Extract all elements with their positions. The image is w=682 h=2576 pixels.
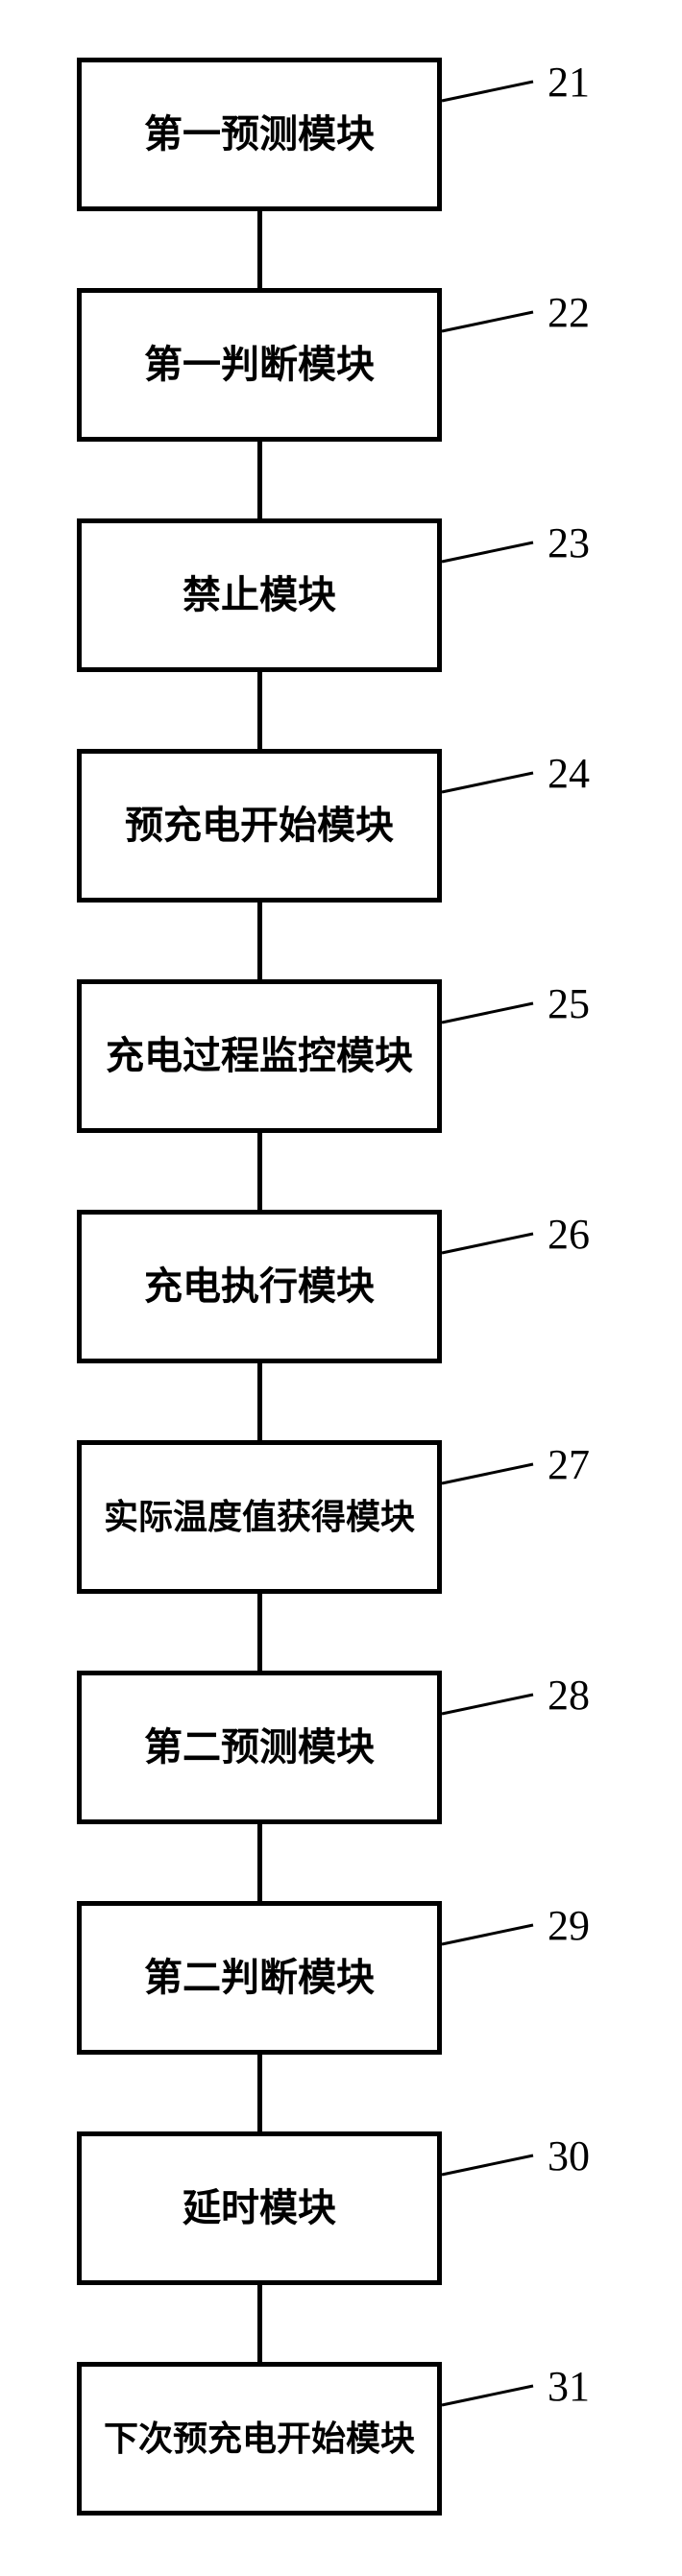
node-charging-execute-module: 充电执行模块 bbox=[77, 1210, 442, 1363]
connector bbox=[257, 672, 262, 749]
node-prohibit-module: 禁止模块 bbox=[77, 518, 442, 672]
node-text: 充电过程监控模块 bbox=[106, 1032, 413, 1080]
node-text: 下次预充电开始模块 bbox=[104, 2418, 415, 2461]
connector bbox=[257, 211, 262, 288]
connector bbox=[257, 1824, 262, 1901]
node-text: 禁止模块 bbox=[183, 571, 336, 619]
connector bbox=[257, 1594, 262, 1671]
connector bbox=[257, 1133, 262, 1210]
ref-label-21: 21 bbox=[548, 58, 590, 107]
node-text: 第一判断模块 bbox=[144, 341, 375, 389]
connector bbox=[257, 2055, 262, 2131]
ref-label-24: 24 bbox=[548, 749, 590, 798]
node-text: 预充电开始模块 bbox=[125, 802, 394, 850]
flowchart-canvas: 第一预测模块 第一判断模块 禁止模块 预充电开始模块 充电过程监控模块 充电执行… bbox=[0, 0, 682, 2576]
connector bbox=[257, 903, 262, 979]
node-text: 充电执行模块 bbox=[144, 1263, 375, 1311]
node-next-precharge-start-module: 下次预充电开始模块 bbox=[77, 2362, 442, 2516]
ref-label-26: 26 bbox=[548, 1210, 590, 1259]
node-text: 第二判断模块 bbox=[144, 1954, 375, 2002]
ref-label-22: 22 bbox=[548, 288, 590, 337]
node-second-judgment-module: 第二判断模块 bbox=[77, 1901, 442, 2055]
ref-label-25: 25 bbox=[548, 979, 590, 1028]
node-delay-module: 延时模块 bbox=[77, 2131, 442, 2285]
ref-label-28: 28 bbox=[548, 1671, 590, 1720]
node-second-prediction-module: 第二预测模块 bbox=[77, 1671, 442, 1824]
node-text: 第二预测模块 bbox=[144, 1723, 375, 1771]
ref-label-31: 31 bbox=[548, 2362, 590, 2411]
node-actual-temp-module: 实际温度值获得模块 bbox=[77, 1440, 442, 1594]
node-precharge-start-module: 预充电开始模块 bbox=[77, 749, 442, 903]
node-text: 第一预测模块 bbox=[144, 110, 375, 158]
node-text: 实际温度值获得模块 bbox=[104, 1496, 415, 1539]
connector bbox=[257, 1363, 262, 1440]
node-charging-monitor-module: 充电过程监控模块 bbox=[77, 979, 442, 1133]
ref-label-23: 23 bbox=[548, 518, 590, 567]
ref-label-29: 29 bbox=[548, 1901, 590, 1950]
node-text: 延时模块 bbox=[183, 2184, 336, 2232]
ref-label-27: 27 bbox=[548, 1440, 590, 1489]
connector bbox=[257, 442, 262, 518]
node-first-judgment-module: 第一判断模块 bbox=[77, 288, 442, 442]
node-first-prediction-module: 第一预测模块 bbox=[77, 58, 442, 211]
connector bbox=[257, 2285, 262, 2362]
ref-label-30: 30 bbox=[548, 2131, 590, 2180]
